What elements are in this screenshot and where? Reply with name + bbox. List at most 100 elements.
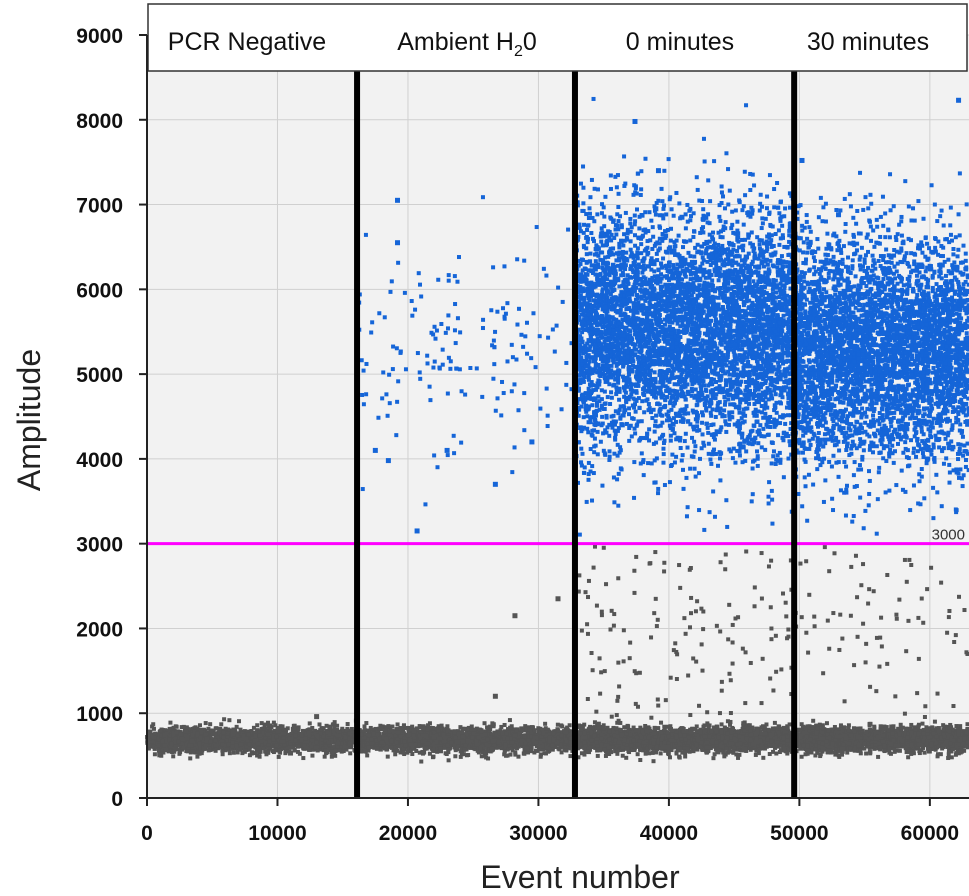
data-point [702,372,707,377]
data-point [705,245,710,250]
data-point [434,328,439,333]
data-point [665,274,670,279]
data-point [584,302,589,307]
data-point [589,304,594,309]
data-point [631,359,636,364]
data-point [645,288,650,293]
data-point [699,287,704,292]
data-point [713,396,718,401]
data-point [753,384,758,389]
data-point [753,379,758,384]
data-point [779,329,784,334]
data-point [738,422,743,427]
data-point [693,266,698,271]
data-point [641,458,646,463]
data-point [696,329,701,334]
data-point [713,344,718,349]
data-point [625,306,630,311]
data-point [740,244,745,249]
data-point [692,395,697,400]
data-point [766,267,771,272]
data-point [775,261,780,266]
data-point [588,371,593,376]
data-point [671,263,676,268]
data-point [618,404,623,409]
data-point [612,235,617,240]
data-point [621,356,626,361]
data-point [585,272,590,277]
data-point [480,326,485,331]
data-point [606,302,611,307]
data-point [440,362,445,367]
data-point [592,450,597,455]
data-point [675,321,680,326]
data-point [669,462,674,467]
data-point [660,413,665,418]
data-point [741,330,746,335]
data-point [623,297,628,302]
data-point [686,290,691,295]
data-point [725,309,730,314]
data-point [490,343,495,348]
data-point [746,251,751,256]
data-point [579,379,584,384]
data-point [638,192,643,197]
data-point [586,320,591,325]
data-point [663,282,668,287]
data-point [610,341,615,346]
data-point [502,316,507,321]
data-point [708,342,713,347]
data-point [579,446,584,451]
data-point [784,343,789,348]
data-point [459,440,464,445]
data-point [616,375,621,380]
data-point [690,389,695,394]
data-point [685,281,690,286]
data-point [653,380,658,385]
data-point [592,263,597,268]
data-point [581,164,586,169]
data-point [722,414,727,419]
data-point [640,270,645,275]
data-point [599,211,604,216]
data-point [706,327,711,332]
data-point [735,367,740,372]
data-point [773,342,778,347]
data-point [744,103,749,108]
data-point [698,456,703,461]
data-point [600,359,605,364]
data-point [625,358,630,363]
data-point [584,246,589,251]
data-point [582,470,587,475]
data-point [717,430,722,435]
data-point [753,329,758,334]
data-point [668,438,673,443]
data-point [650,322,655,327]
data-point [667,391,672,396]
data-point [750,492,755,497]
data-point [703,301,708,306]
data-point [640,317,645,322]
data-point [706,430,711,435]
data-point [650,416,655,421]
data-point [625,337,630,342]
data-point [713,249,718,254]
data-point [694,394,699,399]
data-point [623,288,628,293]
data-point [638,265,643,270]
data-point [722,270,727,275]
data-point [674,190,679,195]
data-point [710,354,715,359]
data-point [751,354,756,359]
data-point [737,329,742,334]
data-point [753,294,758,299]
data-point [685,371,690,376]
data-point [748,377,753,382]
data-point [750,437,755,442]
data-point [716,401,721,406]
data-point [754,359,759,364]
data-point [696,398,701,403]
data-point [446,273,451,278]
data-point [662,274,667,279]
data-point [709,461,714,466]
